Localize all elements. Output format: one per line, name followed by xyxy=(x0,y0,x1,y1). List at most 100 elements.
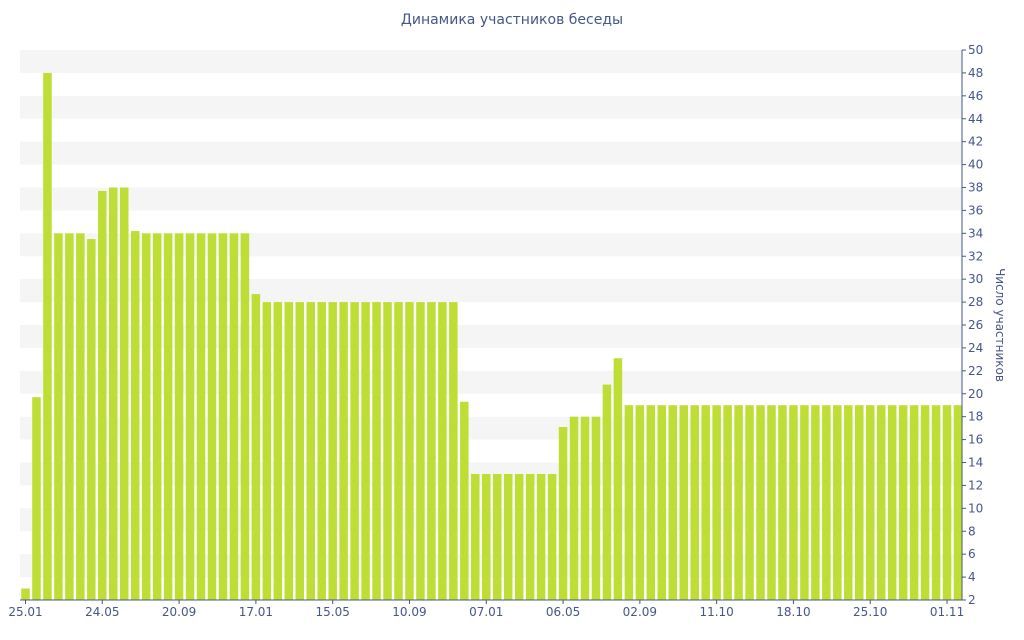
bar[interactable] xyxy=(361,302,370,600)
bar[interactable] xyxy=(602,384,612,600)
bar[interactable] xyxy=(339,302,348,600)
bar[interactable] xyxy=(833,405,842,600)
bar[interactable] xyxy=(789,405,798,600)
bar[interactable] xyxy=(844,405,853,600)
bar[interactable] xyxy=(185,233,195,600)
bar[interactable] xyxy=(712,405,721,600)
bar[interactable] xyxy=(76,233,85,600)
bar[interactable] xyxy=(471,473,480,600)
bar[interactable] xyxy=(438,302,447,600)
bar[interactable] xyxy=(196,233,206,600)
bar[interactable] xyxy=(657,405,667,600)
bar[interactable] xyxy=(141,233,151,600)
bar[interactable] xyxy=(119,187,129,601)
bar[interactable] xyxy=(909,405,919,600)
bar[interactable] xyxy=(547,473,557,600)
bar[interactable] xyxy=(942,405,952,600)
bar[interactable] xyxy=(416,302,425,600)
bar[interactable] xyxy=(569,416,579,600)
bar[interactable] xyxy=(898,405,908,600)
bar[interactable] xyxy=(756,405,765,600)
bar[interactable] xyxy=(109,187,118,601)
bar[interactable] xyxy=(811,405,820,600)
bar[interactable] xyxy=(152,233,162,600)
bar[interactable] xyxy=(174,233,184,600)
bar[interactable] xyxy=(668,405,678,600)
y-tick-label: 44 xyxy=(968,112,983,126)
y-axis: 2468101214161820222426283032343638404244… xyxy=(961,43,983,607)
bar[interactable] xyxy=(350,302,359,600)
bar[interactable] xyxy=(98,190,107,600)
bar[interactable] xyxy=(646,405,656,600)
y-tick-label: 42 xyxy=(968,135,983,149)
bar[interactable] xyxy=(43,72,52,601)
bar[interactable] xyxy=(635,405,645,600)
bar[interactable] xyxy=(240,233,250,600)
bar[interactable] xyxy=(723,405,732,600)
bar[interactable] xyxy=(460,401,469,600)
y-tick-label: 30 xyxy=(968,272,983,286)
y-tick-label: 26 xyxy=(968,318,983,332)
bar[interactable] xyxy=(745,405,754,600)
bar[interactable] xyxy=(800,405,809,600)
bar[interactable] xyxy=(865,405,875,600)
bar[interactable] xyxy=(822,405,831,600)
y-tick-label: 6 xyxy=(968,547,976,561)
bar[interactable] xyxy=(273,302,283,600)
bar[interactable] xyxy=(229,233,239,600)
bar[interactable] xyxy=(295,302,305,600)
bar[interactable] xyxy=(284,302,294,600)
bar[interactable] xyxy=(306,302,315,600)
bar[interactable] xyxy=(876,405,886,600)
bar[interactable] xyxy=(251,294,261,600)
bar[interactable] xyxy=(613,358,623,600)
bar[interactable] xyxy=(262,302,272,600)
bar[interactable] xyxy=(887,405,897,600)
bar[interactable] xyxy=(32,397,41,600)
bar[interactable] xyxy=(514,473,524,600)
bar[interactable] xyxy=(317,302,326,600)
bar[interactable] xyxy=(383,302,392,600)
bar[interactable] xyxy=(492,473,502,600)
bar[interactable] xyxy=(87,239,96,600)
bar[interactable] xyxy=(405,302,414,600)
bar[interactable] xyxy=(449,302,458,600)
bar[interactable] xyxy=(207,233,217,600)
grid-band xyxy=(20,233,962,257)
x-tick-label: 01.11 xyxy=(930,605,964,619)
bar[interactable] xyxy=(679,405,688,600)
bar[interactable] xyxy=(427,302,436,600)
bar[interactable] xyxy=(767,405,776,600)
bar[interactable] xyxy=(218,233,228,600)
y-tick-label: 24 xyxy=(968,341,983,355)
bar[interactable] xyxy=(778,405,787,600)
bar[interactable] xyxy=(580,416,590,600)
bar[interactable] xyxy=(624,405,634,600)
grid-band xyxy=(20,95,962,119)
bar[interactable] xyxy=(558,426,568,600)
bar[interactable] xyxy=(328,302,337,600)
bar[interactable] xyxy=(591,416,601,600)
bar[interactable] xyxy=(372,302,381,600)
bar[interactable] xyxy=(855,405,864,600)
bar[interactable] xyxy=(163,233,173,600)
bar[interactable] xyxy=(525,473,535,600)
x-tick-label: 25.01 xyxy=(8,605,42,619)
bar[interactable] xyxy=(54,233,63,600)
bar[interactable] xyxy=(503,473,513,600)
bar[interactable] xyxy=(21,588,30,600)
bar[interactable] xyxy=(701,405,710,600)
bar[interactable] xyxy=(536,473,546,600)
bar[interactable] xyxy=(394,302,403,600)
bar[interactable] xyxy=(734,405,743,600)
bar[interactable] xyxy=(931,405,941,600)
bar[interactable] xyxy=(130,231,140,601)
x-tick-label: 10.09 xyxy=(392,605,426,619)
y-tick-label: 32 xyxy=(968,249,983,263)
bar[interactable] xyxy=(482,473,491,600)
bar[interactable] xyxy=(920,405,930,600)
bar[interactable] xyxy=(953,405,963,600)
bar[interactable] xyxy=(690,405,699,600)
bar[interactable] xyxy=(65,233,74,600)
